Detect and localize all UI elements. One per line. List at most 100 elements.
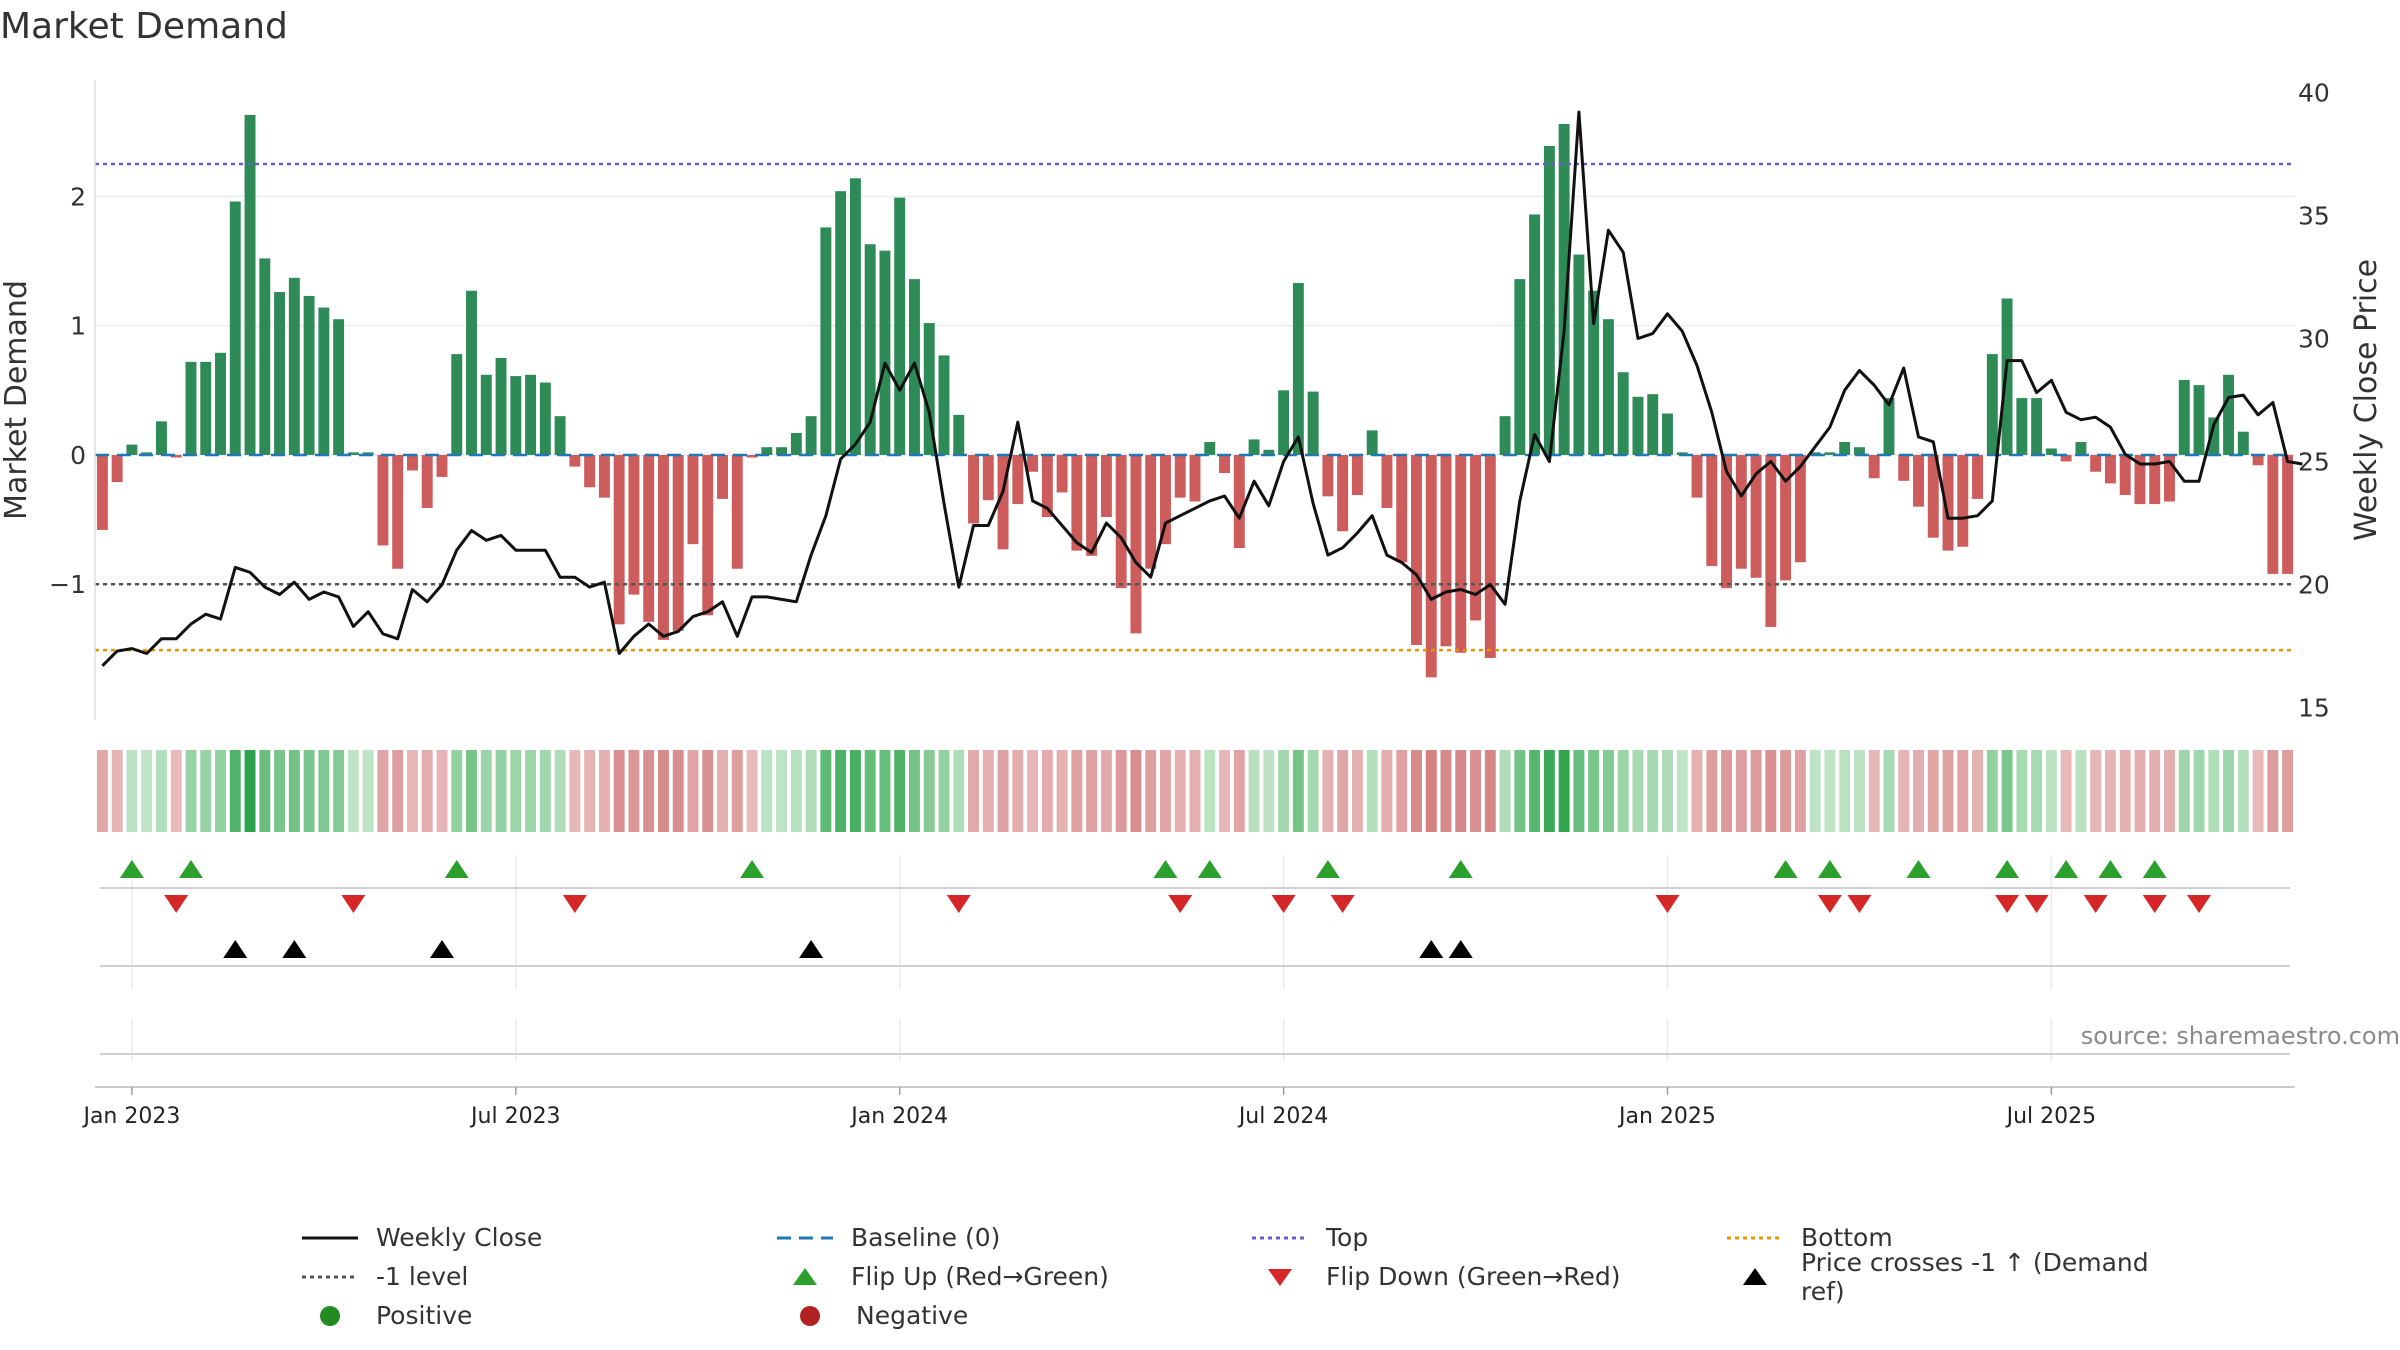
heat-strip-cell bbox=[584, 750, 596, 832]
demand-bar bbox=[1307, 391, 1319, 455]
cross-marker bbox=[223, 940, 248, 958]
heat-strip-cell bbox=[1086, 750, 1098, 832]
demand-bar bbox=[997, 454, 1009, 550]
demand-bar bbox=[1248, 439, 1260, 455]
demand-bar bbox=[761, 447, 773, 455]
heat-strip-cell bbox=[643, 750, 655, 832]
demand-bar bbox=[229, 201, 241, 455]
demand-bar bbox=[510, 376, 522, 455]
heat-strip-cell bbox=[347, 750, 359, 832]
triangle-up-icon bbox=[793, 1267, 817, 1285]
y-tick-label-right: 25 bbox=[2298, 448, 2330, 477]
y-tick-label-left: 0 bbox=[70, 441, 86, 470]
y-tick-label-right: 30 bbox=[2298, 324, 2330, 353]
heat-strip-cell bbox=[2178, 750, 2190, 832]
demand-bar bbox=[1824, 452, 1836, 455]
demand-bar bbox=[244, 114, 256, 455]
heat-strip-cell bbox=[539, 750, 551, 832]
demand-bar bbox=[347, 452, 359, 455]
heat-strip-cell bbox=[672, 750, 684, 832]
heat-strip-cell bbox=[554, 750, 566, 832]
heat-strip-cell bbox=[1027, 750, 1039, 832]
heat-strip-cell bbox=[333, 750, 345, 832]
demand-bar bbox=[1676, 452, 1688, 455]
demand-bar bbox=[1913, 454, 1924, 507]
heat-strip-cell bbox=[2134, 750, 2146, 832]
demand-bar bbox=[2193, 385, 2205, 455]
demand-bar bbox=[362, 452, 374, 455]
chart-title: Market Demand bbox=[0, 6, 288, 47]
demand-bar bbox=[2045, 448, 2057, 455]
flip-up-marker bbox=[1906, 860, 1931, 878]
demand-bar bbox=[982, 454, 994, 501]
demand-bar bbox=[1868, 454, 1880, 479]
demand-bar bbox=[1957, 454, 1969, 547]
demand-bar bbox=[1145, 454, 1157, 569]
heat-strip-cell bbox=[141, 750, 153, 832]
legend-weekly-close-swatch bbox=[302, 1236, 358, 1239]
heat-strip-cell bbox=[968, 750, 979, 832]
heat-strip-cell bbox=[2282, 750, 2294, 832]
demand-bar bbox=[1056, 454, 1068, 493]
heat-strip-cell bbox=[1470, 750, 1481, 832]
legend-item-flip-up: Flip Up (Red→Green) bbox=[775, 1262, 1250, 1291]
heat-strip-cell bbox=[1514, 750, 1526, 832]
heat-strip-cell bbox=[1883, 750, 1895, 832]
demand-bar bbox=[126, 444, 138, 455]
x-tick-label: Jul 2025 bbox=[2005, 1104, 2097, 1129]
heat-strip-cell bbox=[1219, 750, 1230, 832]
reference-lines bbox=[95, 162, 2295, 652]
heat-strip-cell bbox=[1972, 750, 1984, 832]
heat-strip-cell bbox=[170, 750, 182, 832]
heat-strip-cell bbox=[598, 750, 610, 832]
demand-bar bbox=[968, 454, 979, 524]
x-tick-label: Jan 2024 bbox=[849, 1104, 948, 1129]
legend-bottom-swatch bbox=[1727, 1236, 1783, 1239]
demand-bar bbox=[1499, 416, 1511, 455]
heat-strip-cell bbox=[717, 750, 728, 832]
legend-label: Price crosses -1 ↑ (Demand ref) bbox=[1801, 1247, 2149, 1306]
heat-strip-cell bbox=[1322, 750, 1334, 832]
heat-strip-cell bbox=[480, 750, 492, 832]
flip-up-marker bbox=[1153, 860, 1178, 878]
demand-bar bbox=[569, 454, 581, 467]
x-tick-label: Jul 2023 bbox=[469, 1104, 561, 1129]
heat-strip-cell bbox=[1411, 750, 1422, 832]
legend-label: Top bbox=[1326, 1223, 1369, 1252]
demand-bar bbox=[2119, 454, 2131, 496]
y-tick-label-right: 35 bbox=[2298, 201, 2330, 230]
heat-strip-cell bbox=[879, 750, 891, 832]
weekly-close-line bbox=[101, 110, 2303, 667]
demand-bar bbox=[1662, 413, 1673, 455]
flip-up-marker bbox=[1817, 860, 1842, 878]
demand-bar bbox=[2090, 454, 2102, 472]
demand-bar bbox=[1721, 454, 1733, 589]
flip-up-marker bbox=[2054, 860, 2079, 878]
demand-bar bbox=[702, 454, 714, 616]
flip-up-marker bbox=[1448, 860, 1473, 878]
demand-bar bbox=[687, 454, 699, 545]
cross-marker bbox=[799, 940, 824, 958]
flip-down-marker bbox=[1271, 895, 1296, 913]
heat-strip-cell bbox=[1278, 750, 1290, 832]
cross-marker bbox=[1419, 940, 1444, 958]
heat-strip-cell bbox=[1012, 750, 1024, 832]
demand-bar bbox=[2075, 442, 2087, 455]
demand-bar bbox=[1322, 454, 1334, 497]
heat-strip-cell bbox=[1942, 750, 1954, 832]
heat-strip-cell bbox=[805, 750, 817, 832]
flip-up-marker bbox=[2142, 860, 2167, 878]
flip-down-marker bbox=[2024, 895, 2049, 913]
heat-strip-cell bbox=[702, 750, 714, 832]
heat-strip-cell bbox=[1189, 750, 1201, 832]
heat-strip-cell bbox=[525, 750, 537, 832]
flip-down-marker bbox=[341, 895, 366, 913]
heat-strip-cell bbox=[909, 750, 920, 832]
heat-strip-cell bbox=[2016, 750, 2028, 832]
demand-bar bbox=[1750, 454, 1762, 578]
legend-item-weekly-close: Weekly Close bbox=[300, 1223, 775, 1252]
heat-strip-cell bbox=[377, 750, 389, 832]
heat-strip-cell bbox=[288, 750, 300, 832]
heat-strip-cell bbox=[1484, 750, 1496, 832]
demand-bar bbox=[259, 258, 271, 455]
